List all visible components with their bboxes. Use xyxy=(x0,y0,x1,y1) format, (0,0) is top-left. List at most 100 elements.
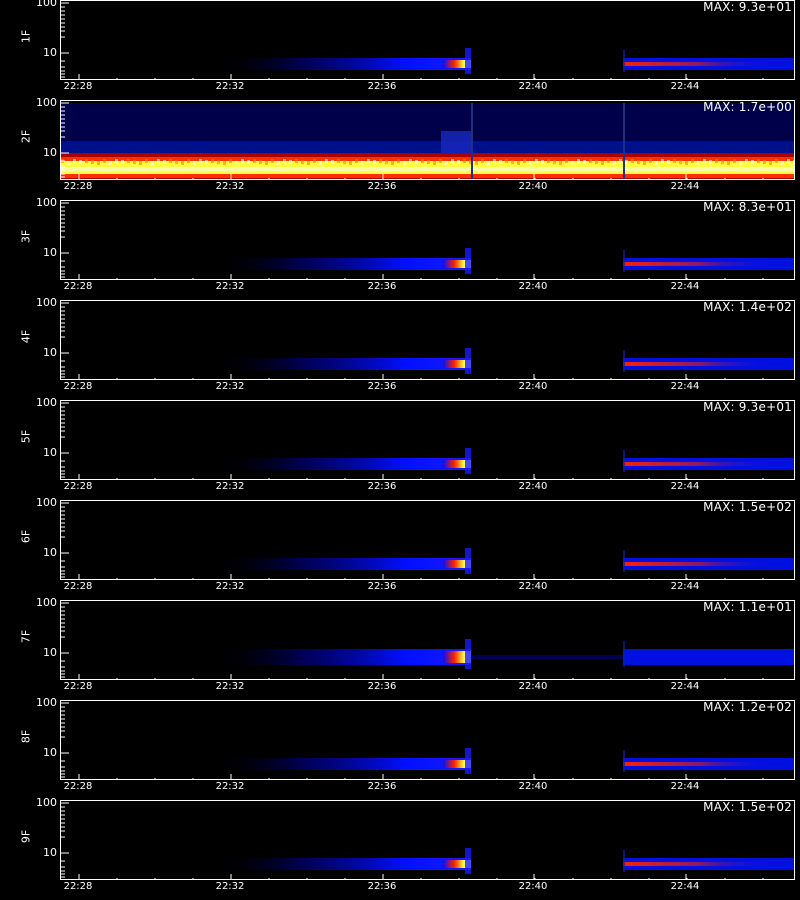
channel-label: 5F xyxy=(19,429,33,444)
heatmap-band xyxy=(211,258,471,270)
heatmap-cell xyxy=(325,159,328,163)
heatmap-band xyxy=(211,458,471,470)
heatmap-cell xyxy=(415,160,418,164)
heatmap-band xyxy=(61,103,794,141)
heatmap-cell xyxy=(715,159,718,163)
heatmap-cell xyxy=(781,161,784,165)
heatmap-cell xyxy=(631,159,634,163)
x-tick-label: 22:36 xyxy=(367,381,397,392)
heatmap-cell xyxy=(367,159,370,163)
spectrogram-panel: 3F 100 10 MAX: 8.3e+01 22:28 22:32 22:36 22:40 2… xyxy=(0,196,800,300)
heatmap-cell xyxy=(349,161,352,165)
heatmap-cell xyxy=(157,159,160,163)
max-value-label: MAX: 1.4e+02 xyxy=(703,300,792,314)
y-tick-label: 100 xyxy=(36,0,57,9)
heatmap-cell xyxy=(793,160,794,164)
heatmap-cell xyxy=(685,161,688,165)
x-tick-label: 22:28 xyxy=(63,881,93,892)
heatmap-cell xyxy=(403,161,406,165)
heatmap-canvas xyxy=(61,102,794,179)
spectrogram-panel: 4F 100 10 MAX: 1.4e+02 22:28 22:32 22:36 22:40 2… xyxy=(0,296,800,400)
heatmap-cell xyxy=(613,161,616,165)
heatmap-cell xyxy=(465,448,471,474)
x-tick-label: 22:28 xyxy=(63,681,93,692)
heatmap-cell xyxy=(493,159,496,163)
heatmap-cell xyxy=(67,161,70,165)
heatmap-cell xyxy=(643,161,646,165)
x-tick-label: 22:36 xyxy=(367,581,397,592)
heatmap-cell xyxy=(623,762,773,766)
heatmap-cell xyxy=(295,159,298,163)
heatmap-cell xyxy=(571,161,574,165)
y-tick-label: 100 xyxy=(36,496,57,509)
channel-label: 2F xyxy=(19,129,33,144)
heatmap-cell xyxy=(475,161,478,165)
max-value-label: MAX: 1.5e+02 xyxy=(703,500,792,514)
heatmap-cell xyxy=(229,159,232,163)
heatmap-cell xyxy=(745,159,748,163)
channel-label: 7F xyxy=(19,629,33,644)
x-tick-label: 22:40 xyxy=(518,781,548,792)
x-tick-label: 22:32 xyxy=(215,581,245,592)
heatmap-cell xyxy=(553,160,556,164)
heatmap-cell xyxy=(181,161,184,165)
x-tick-label: 22:40 xyxy=(518,181,548,192)
spectrogram-panel: 2F 100 10 MAX: 1.7e+00 22:28 22:32 22:36 22:40 2… xyxy=(0,96,800,200)
heatmap-cell xyxy=(337,159,340,163)
heatmap-cell xyxy=(223,161,226,165)
max-value-label: MAX: 1.5e+02 xyxy=(703,800,792,814)
y-tick-label: 10 xyxy=(43,346,57,359)
max-value-label: MAX: 9.3e+01 xyxy=(703,0,792,14)
heatmap-cell xyxy=(547,159,550,163)
heatmap-band xyxy=(61,174,794,178)
heatmap-cell xyxy=(625,160,628,164)
heatmap-cell xyxy=(103,159,106,163)
heatmap-cell xyxy=(697,161,700,165)
heatmap-cell xyxy=(175,160,178,164)
heatmap-cell xyxy=(127,159,130,163)
heatmap-cell xyxy=(465,348,471,374)
heatmap-cell xyxy=(379,159,382,163)
x-tick-label: 22:32 xyxy=(215,781,245,792)
heatmap-cell xyxy=(623,50,625,72)
heatmap-band xyxy=(211,649,471,665)
x-tick-label: 22:44 xyxy=(670,281,700,292)
x-tick-label: 22:28 xyxy=(63,381,93,392)
heatmap-cell xyxy=(283,159,286,163)
x-tick-label: 22:44 xyxy=(670,781,700,792)
channel-label: 8F xyxy=(19,729,33,744)
x-tick-label: 22:28 xyxy=(63,81,93,92)
x-tick-label: 22:40 xyxy=(518,481,548,492)
x-tick-label: 22:44 xyxy=(670,381,700,392)
heatmap-cell xyxy=(623,450,625,472)
spectrogram-panel: 8F 100 10 MAX: 1.2e+02 22:28 22:32 22:36 22:40 2… xyxy=(0,696,800,800)
heatmap-cell xyxy=(595,160,598,164)
heatmap-cell xyxy=(465,248,471,274)
heatmap-cell xyxy=(727,161,730,165)
heatmap-cell xyxy=(439,159,442,163)
channel-label: 6F xyxy=(19,529,33,544)
heatmap-cell xyxy=(623,850,625,872)
x-tick-label: 22:36 xyxy=(367,281,397,292)
heatmap-cell xyxy=(517,161,520,165)
heatmap-cell xyxy=(443,560,471,568)
x-tick-label: 22:32 xyxy=(215,881,245,892)
heatmap-cell xyxy=(443,260,471,268)
y-tick-label: 100 xyxy=(36,696,57,709)
heatmap-cell xyxy=(623,462,773,466)
heatmap-cell xyxy=(623,350,625,372)
x-tick-label: 22:36 xyxy=(367,881,397,892)
heatmap-cell xyxy=(253,159,256,163)
heatmap-canvas xyxy=(61,502,794,579)
heatmap-cell xyxy=(355,159,358,163)
x-tick-label: 22:44 xyxy=(670,181,700,192)
heatmap-cell xyxy=(391,161,394,165)
heatmap-cell xyxy=(451,159,454,163)
y-tick-label: 10 xyxy=(43,446,57,459)
heatmap-cell xyxy=(623,862,773,866)
heatmap-cell xyxy=(667,160,670,164)
y-tick-label: 10 xyxy=(43,546,57,559)
heatmap-cell xyxy=(319,161,322,165)
channel-label: 9F xyxy=(19,829,33,844)
heatmap-cell xyxy=(385,160,388,164)
